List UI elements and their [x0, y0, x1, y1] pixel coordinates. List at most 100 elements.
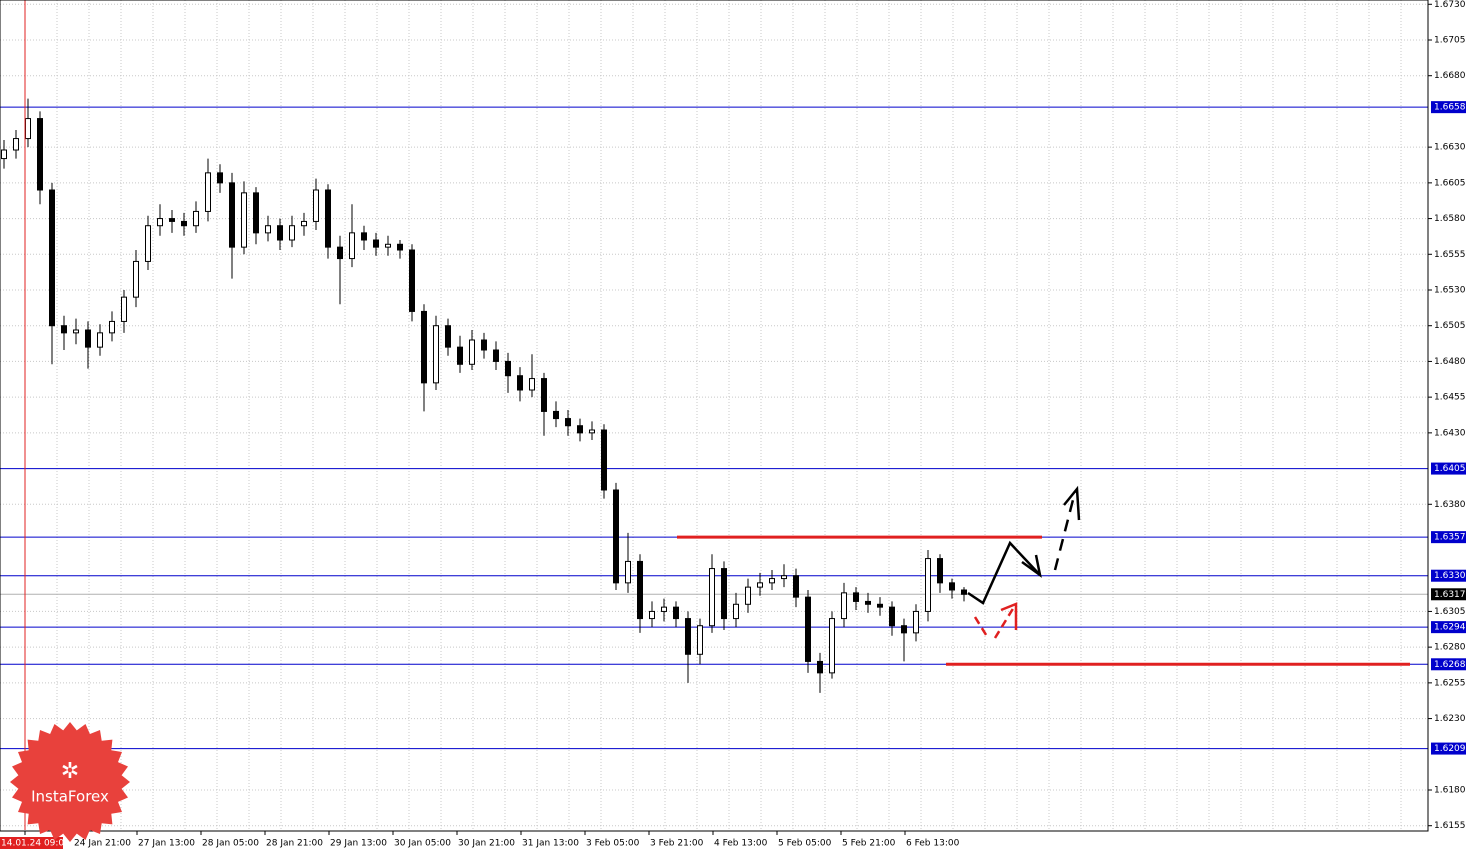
candle-body — [37, 118, 43, 191]
logo-icon: ✲ — [61, 759, 79, 784]
candle-body — [229, 182, 235, 248]
candle-body — [673, 606, 679, 620]
x-tick-label: 28 Jan 05:00 — [202, 839, 259, 849]
candle-body — [901, 625, 907, 634]
candle-body — [697, 625, 703, 655]
candle-body — [913, 610, 919, 634]
candle-body — [793, 575, 799, 598]
logo: InstaForex ✲ — [10, 722, 130, 842]
level-label-bg — [1431, 531, 1466, 544]
current-price-bg — [1431, 588, 1466, 601]
candle-body — [145, 225, 151, 262]
level-label-bg — [1431, 462, 1466, 475]
candle-body — [85, 329, 91, 348]
candle-body — [289, 225, 295, 241]
drawings — [967, 485, 1081, 639]
candle-body — [253, 192, 259, 234]
candle-body — [517, 375, 523, 391]
candle-body — [469, 339, 475, 365]
y-tick-label: 1.6230 — [1434, 714, 1466, 724]
level-label-bg — [1431, 101, 1466, 114]
candle-body — [889, 606, 895, 627]
candle-body — [277, 225, 283, 241]
y-tick-label: 1.6505 — [1434, 321, 1466, 331]
forecast-arrow — [1053, 491, 1077, 571]
candle-body — [409, 249, 415, 312]
candle-body — [637, 560, 643, 620]
candle-body — [481, 339, 487, 351]
candle-body — [157, 218, 163, 227]
logo-badge — [10, 722, 130, 842]
x-tick-label: 30 Jan 05:00 — [394, 839, 451, 849]
time-label-bg — [0, 837, 63, 849]
candle-body — [205, 172, 211, 212]
candle-body — [421, 310, 427, 384]
y-tick-label: 1.6530 — [1434, 286, 1466, 296]
x-tick-label: 3 Feb 05:00 — [586, 839, 640, 849]
candle-body — [805, 596, 811, 662]
candle-body — [361, 232, 367, 241]
candle-body — [97, 332, 103, 348]
y-tick-label: 1.6155 — [1434, 821, 1466, 831]
candle-body — [937, 558, 943, 584]
arrow-head — [1000, 602, 1018, 630]
candle-body — [433, 325, 439, 384]
candle-body — [565, 418, 571, 427]
candle-body — [349, 232, 355, 260]
candle-body — [613, 489, 619, 584]
candle-body — [661, 606, 667, 612]
candle-body — [61, 325, 67, 334]
y-tick-label: 1.6305 — [1434, 607, 1466, 617]
candle-body — [553, 410, 559, 420]
candle-body — [769, 578, 775, 584]
candle-body — [961, 589, 967, 595]
candle-body — [121, 296, 127, 322]
x-tick-label: 5 Feb 05:00 — [778, 839, 832, 849]
y-tick-label: 1.6180 — [1434, 786, 1466, 796]
candle-body — [337, 246, 343, 260]
y-tick-label: 1.6430 — [1434, 428, 1466, 438]
candle-body — [841, 592, 847, 620]
logo-text: InstaForex — [31, 788, 109, 806]
y-tick-label: 1.6730 — [1434, 0, 1466, 10]
candle-body — [493, 349, 499, 362]
x-tick-label: 14.01.24 09:00 — [1, 839, 70, 849]
candle-body — [757, 582, 763, 588]
candle-body — [313, 189, 319, 222]
candle-body — [109, 320, 115, 334]
level-label: 1.6330 — [1434, 571, 1466, 581]
candle-body — [241, 192, 247, 248]
candle-body — [625, 560, 631, 584]
alt-arrow — [993, 606, 1016, 639]
level-label-bg — [1431, 742, 1466, 755]
candle-body — [73, 329, 79, 334]
candle-body — [373, 239, 379, 248]
y-tick-label: 1.6580 — [1434, 214, 1466, 224]
y-tick-label: 1.6380 — [1434, 500, 1466, 510]
x-tick-label: 3 Feb 21:00 — [650, 839, 704, 849]
candle-body — [949, 582, 955, 591]
candle-body — [265, 225, 271, 234]
candle-body — [721, 568, 727, 620]
level-label: 1.6658 — [1434, 103, 1466, 113]
y-tick-label: 1.6280 — [1434, 643, 1466, 653]
alt-arrow — [973, 616, 990, 639]
candle-body — [817, 660, 823, 674]
forecast-arrow — [967, 540, 1041, 605]
candle-body — [385, 243, 391, 248]
candle-body — [865, 600, 871, 605]
x-tick-label: 31 Jan 13:00 — [522, 839, 579, 849]
candle-body — [133, 260, 139, 298]
candle-body — [217, 172, 223, 184]
candle-body — [925, 558, 931, 612]
grid — [0, 0, 1428, 830]
candle-body — [445, 325, 451, 348]
candle-body — [781, 575, 787, 580]
x-tick-label: 30 Jan 21:00 — [458, 839, 515, 849]
y-tick-label: 1.6480 — [1434, 357, 1466, 367]
candle-body — [505, 360, 511, 377]
candle-body — [649, 610, 655, 620]
y-tick-label: 1.6555 — [1434, 250, 1466, 260]
x-tick-label: 6 Feb 13:00 — [906, 839, 960, 849]
